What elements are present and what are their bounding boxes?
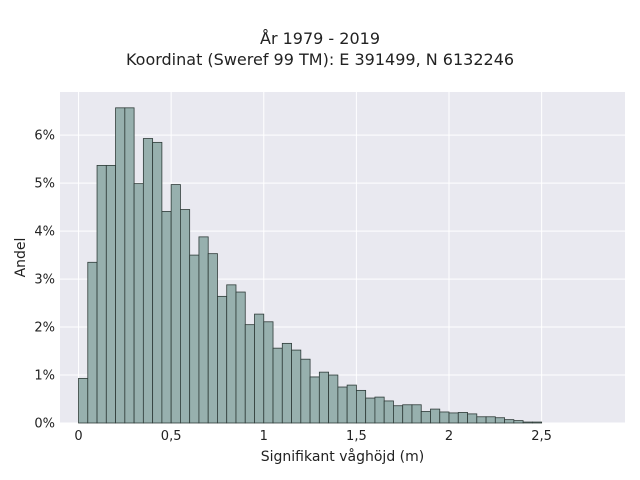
histogram-bar bbox=[263, 321, 274, 424]
chart-title: År 1979 - 2019 bbox=[260, 29, 380, 48]
histogram-bar bbox=[522, 421, 533, 424]
histogram-bar bbox=[142, 138, 154, 424]
histogram-bar bbox=[328, 374, 339, 424]
y-axis-label: Andel bbox=[13, 238, 29, 278]
histogram-bar bbox=[430, 408, 441, 424]
histogram-bar bbox=[198, 236, 209, 424]
histogram-bar bbox=[78, 377, 89, 424]
histogram-bar bbox=[337, 386, 348, 424]
histogram-bar bbox=[170, 184, 181, 424]
y-tick-label: 1% bbox=[34, 369, 55, 384]
histogram-bar bbox=[189, 254, 200, 424]
histogram-bar bbox=[105, 164, 116, 424]
histogram-bar bbox=[420, 411, 431, 424]
histogram-bar bbox=[87, 261, 98, 424]
y-tick-label: 0% bbox=[34, 417, 55, 432]
histogram-bar bbox=[235, 291, 246, 424]
histogram-bar bbox=[124, 107, 135, 424]
histogram-bar bbox=[494, 417, 505, 424]
histogram-bars bbox=[78, 107, 543, 424]
histogram-bar bbox=[531, 421, 543, 424]
histogram-bar bbox=[485, 416, 496, 424]
histogram-bar bbox=[152, 141, 163, 424]
histogram-bar bbox=[96, 164, 107, 424]
histogram-bar bbox=[281, 342, 292, 424]
histogram-bar bbox=[346, 384, 357, 424]
histogram-bar bbox=[161, 211, 172, 424]
histogram-bar bbox=[365, 397, 376, 424]
histogram-bar bbox=[439, 411, 450, 424]
histogram-bar bbox=[272, 347, 283, 424]
histogram-bar bbox=[291, 349, 302, 424]
x-axis-ticks: 0 0,5 1 1,5 2 2,5 bbox=[74, 429, 552, 444]
histogram-bar bbox=[467, 413, 478, 424]
histogram-bar bbox=[513, 420, 524, 424]
histogram-bar bbox=[402, 404, 413, 424]
histogram-bar bbox=[207, 253, 218, 424]
histogram-bar bbox=[457, 412, 468, 424]
histogram-bar bbox=[309, 376, 320, 424]
histogram-bar bbox=[355, 389, 367, 424]
x-tick-label: 2 bbox=[445, 429, 453, 444]
x-tick-label: 1 bbox=[260, 429, 268, 444]
y-tick-label: 2% bbox=[34, 321, 55, 336]
x-tick-label: 1,5 bbox=[346, 429, 367, 444]
histogram-bar bbox=[115, 107, 126, 424]
histogram-bar bbox=[254, 313, 265, 424]
histogram-bar bbox=[318, 371, 330, 424]
histogram-bar bbox=[383, 400, 394, 424]
histogram-bar bbox=[133, 183, 144, 424]
x-tick-label: 0,5 bbox=[161, 429, 182, 444]
histogram-bar bbox=[374, 396, 385, 424]
histogram-bar bbox=[226, 284, 237, 424]
y-tick-label: 4% bbox=[34, 225, 55, 240]
histogram-bar bbox=[300, 358, 311, 424]
x-tick-label: 2,5 bbox=[531, 429, 552, 444]
histogram-bar bbox=[393, 405, 404, 424]
histogram-bar bbox=[448, 412, 459, 424]
histogram-bar bbox=[180, 209, 191, 424]
y-tick-label: 5% bbox=[34, 177, 55, 192]
histogram-bar bbox=[244, 324, 255, 424]
y-tick-label: 6% bbox=[34, 129, 55, 144]
x-axis-label: Signifikant våghöjd (m) bbox=[261, 448, 424, 465]
y-axis-ticks: 0% 1% 2% 3% 4% 5% 6% bbox=[34, 129, 55, 432]
histogram-bar bbox=[217, 295, 228, 424]
histogram-bar bbox=[411, 404, 422, 424]
y-tick-label: 3% bbox=[34, 273, 55, 288]
histogram-bar bbox=[504, 419, 515, 424]
x-tick-label: 0 bbox=[74, 429, 82, 444]
histogram-bar bbox=[476, 416, 487, 424]
chart-subtitle: Koordinat (Sweref 99 TM): E 391499, N 61… bbox=[125, 50, 515, 69]
